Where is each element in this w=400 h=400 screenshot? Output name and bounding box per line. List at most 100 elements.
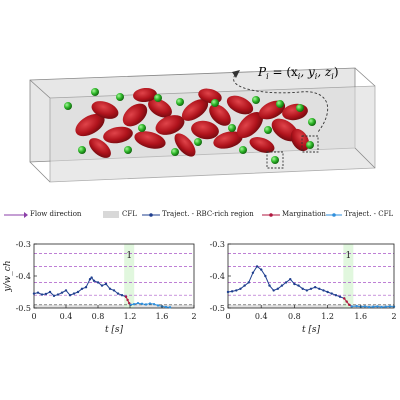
series-point [152,302,156,306]
series-point [318,287,321,290]
series-point [235,289,238,292]
series-point [243,284,246,287]
series-point [56,293,60,296]
cfl-band [228,304,394,308]
series-point [84,286,88,289]
series-point [345,300,348,303]
series-point [338,295,342,298]
series-point [326,290,329,294]
x-tick-label: 1.6 [354,312,367,321]
series-point [313,286,317,289]
series-point [301,287,304,290]
series-point [168,306,172,309]
series-point [96,281,100,284]
series-point [156,304,160,307]
series-point [264,274,267,278]
series-point [297,284,300,287]
legend-flow-direction-symbol [4,212,28,218]
series-point [230,290,234,293]
series-point [343,297,346,300]
series-point [48,290,52,294]
series-point [52,294,56,298]
series-point [80,287,84,290]
y-tick-label: -0.4 [210,272,225,281]
series-point [251,271,255,274]
legend-rbc-traject-symbol [142,213,160,217]
y-tick-label: -0.4 [16,272,31,281]
series-line [343,298,352,307]
series-point [309,287,313,290]
cfl-band [34,304,194,308]
series-point [363,305,367,308]
series-point [148,302,152,305]
series-point [60,291,64,294]
x-tick-label: 1.2 [321,312,334,321]
y-axis-label: y/w_ch [3,260,13,292]
series-point [128,302,131,305]
series-point [239,287,242,290]
series-point [272,289,275,292]
series-point [100,284,104,287]
y-tick-label: -0.3 [210,240,225,249]
series-point [36,291,40,294]
particle-position-label: Pi = (xi, yi, zi) [257,65,339,81]
series-point [226,290,230,294]
x-tick-label: 0 [225,312,230,321]
series-point [76,290,80,294]
series-point [330,292,333,295]
series-point [388,305,392,308]
series-point [372,305,375,308]
series-point [116,292,120,295]
trajectory-plot-left: 1 0 0.4 0.8 1.2 1.6 2 -0.3 -0.4 -0.5 t [s] y/w_ch [3,240,197,335]
series-point [284,281,288,284]
series-point [126,298,129,302]
series-point [367,305,371,309]
series-point [92,279,96,282]
series-point [68,294,72,297]
series-point [355,304,358,308]
series-line [33,276,127,298]
margination-annotation: 1 [345,251,351,261]
series-point [44,292,48,296]
series-point [380,305,383,309]
x-axis-label: t [s] [302,325,321,335]
x-axis-label: t [s] [105,325,124,335]
series-point [260,268,263,271]
series-point [140,302,144,306]
particle-highlight-box [301,135,319,153]
series-point [64,289,68,292]
legend-margination-symbol [262,213,280,217]
legend-rbc-traject: Traject. - RBC-rich region [162,210,254,218]
series-point [40,293,44,296]
series-point [334,294,338,297]
series-point [104,282,108,286]
series-point [350,305,353,308]
margination-annotation: 1 [126,251,132,261]
legend-cfl-traject-symbol [326,213,342,217]
series-point [322,289,325,292]
series-point [88,278,92,281]
series-point [90,276,93,279]
series-point [293,282,296,286]
margination-highlight [343,244,354,308]
x-tick-label: 1.6 [156,312,169,321]
channel-schematic: Pi = (xi, yi, zi) [29,65,376,183]
legend: Flow direction CFL Traject. - RBC-rich r… [0,207,400,223]
series-point [276,287,279,290]
series-point [32,292,36,295]
series-point [305,289,309,292]
x-tick-label: 0.8 [92,312,105,321]
series-point [376,305,379,308]
series-point [289,278,292,281]
series-point [347,303,351,306]
series-point [120,294,124,297]
x-tick-label: 0.4 [60,312,73,321]
rbc-cluster [75,87,310,158]
margination-highlight [124,244,135,308]
series-point [124,295,128,298]
x-tick-label: 2 [191,312,196,321]
series-point [108,287,112,290]
series-point [247,281,250,284]
x-tick-label: 0.8 [288,312,301,321]
series-point [384,305,387,308]
